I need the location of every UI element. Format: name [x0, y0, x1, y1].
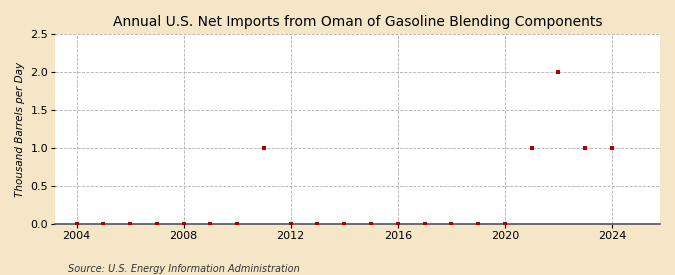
Point — [151, 222, 162, 226]
Point — [472, 222, 483, 226]
Point — [606, 146, 617, 150]
Point — [205, 222, 216, 226]
Point — [446, 222, 457, 226]
Point — [419, 222, 430, 226]
Point — [553, 70, 564, 75]
Title: Annual U.S. Net Imports from Oman of Gasoline Blending Components: Annual U.S. Net Imports from Oman of Gas… — [113, 15, 602, 29]
Point — [178, 222, 189, 226]
Point — [286, 222, 296, 226]
Text: Source: U.S. Energy Information Administration: Source: U.S. Energy Information Administ… — [68, 264, 299, 274]
Point — [72, 222, 82, 226]
Point — [500, 222, 510, 226]
Point — [125, 222, 136, 226]
Point — [392, 222, 403, 226]
Y-axis label: Thousand Barrels per Day: Thousand Barrels per Day — [15, 62, 25, 197]
Point — [526, 146, 537, 150]
Point — [232, 222, 242, 226]
Point — [580, 146, 591, 150]
Point — [339, 222, 350, 226]
Point — [98, 222, 109, 226]
Point — [366, 222, 377, 226]
Point — [312, 222, 323, 226]
Point — [259, 146, 269, 150]
